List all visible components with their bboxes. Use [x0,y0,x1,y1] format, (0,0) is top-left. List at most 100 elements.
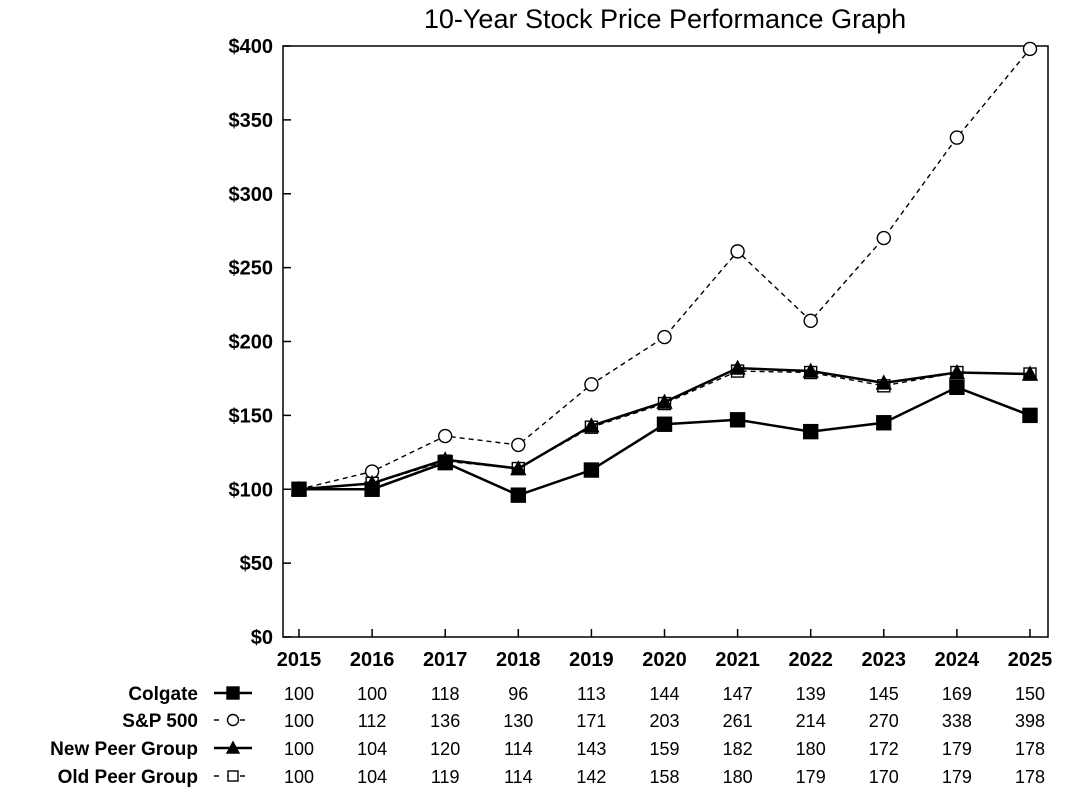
point-filled-square [876,415,892,431]
x-tick-label: 2015 [277,649,322,671]
table-cell: 100 [284,739,314,759]
table-cell: 145 [869,684,899,704]
point-filled-triangle [802,362,819,378]
table-cell: 180 [796,739,826,759]
legend-label: Old Peer Group [58,767,198,788]
table-cell: 112 [358,711,387,731]
y-tick-label: $100 [229,479,274,501]
y-tick-label: $50 [240,553,273,575]
y-tick-label: $400 [229,36,274,58]
point-open-circle [730,244,745,259]
table-cell: 119 [431,767,460,787]
chart-title: 10-Year Stock Price Performance Graph [424,4,906,34]
x-tick-label: 2017 [423,649,468,671]
table-cell: 139 [796,684,826,704]
point-open-circle [226,713,240,727]
point-filled-triangle [729,359,746,375]
table-row: Colgate 100 100 118 96 113 144 147 139 145 169 150 [128,684,1045,705]
table-cell: 144 [649,684,679,704]
point-filled-triangle [875,374,892,390]
table-cell: 130 [503,711,533,731]
table-cell: 158 [649,767,679,787]
point-filled-triangle [1021,365,1039,381]
point-open-circle [584,377,599,392]
table-cell: 100 [284,767,314,787]
point-open-circle [657,329,672,345]
table-cell: 214 [796,711,826,731]
x-tick-label: 2019 [569,649,614,671]
table-cell: 143 [576,739,606,759]
point-open-circle [438,428,453,444]
table-cell: 172 [869,739,899,759]
table-cell: 169 [942,684,972,704]
point-open-circle [949,130,965,145]
x-tick-label: 2025 [1008,649,1053,671]
table-row: New Peer Group 100 104 120 114 143 159 182 180 17… [50,739,1045,760]
point-filled-square [656,416,673,432]
x-tick-label: 2023 [862,649,907,671]
legend-label: S&P 500 [122,711,198,732]
point-open-circle [876,230,891,246]
table-cell: 114 [504,739,533,759]
table-cell: 171 [576,711,606,731]
x-tick-label: 2022 [788,649,833,671]
point-filled-triangle [948,364,966,380]
table-cell: 104 [357,767,387,787]
series-colgate [291,379,1038,503]
y-tick-label: $0 [251,627,273,649]
table-cell: 261 [723,711,753,731]
point-open-square [227,770,239,782]
point-filled-triangle [225,740,241,754]
table-cell: 147 [723,684,753,704]
point-filled-square [291,481,307,497]
table-cell: 398 [1015,711,1045,731]
table-cell: 338 [942,711,972,731]
point-open-circle [511,437,526,453]
table-cell: 150 [1015,684,1045,704]
x-tick-label: 2021 [715,649,760,671]
table-cell: 100 [357,684,387,704]
point-filled-square [729,412,746,428]
x-tick-label: 2020 [642,649,687,671]
point-filled-square [510,487,526,503]
y-tick-label: $150 [229,405,274,427]
point-open-circle [1022,41,1038,57]
x-tick-label: 2016 [350,649,395,671]
table-cell: 120 [430,739,460,759]
x-tick-label: 2018 [496,649,541,671]
point-filled-square [949,379,965,396]
table-cell: 270 [869,711,899,731]
table-cell: 142 [576,767,606,787]
point-filled-square [583,462,600,478]
point-filled-triangle [583,417,600,433]
table-row: Old Peer Group 100 104 119 114 142 158 180 179 17… [58,767,1045,788]
point-open-circle [803,313,818,329]
table-row: S&P 500 100 112 136 130 171 203 261 214 270 338 398 [122,711,1045,732]
y-tick-label: $350 [229,110,274,132]
table-cell: 170 [869,767,899,787]
table-cell: 159 [649,739,679,759]
y-tick-label: $200 [229,332,274,354]
table-cell: 104 [357,739,387,759]
table-cell: 179 [796,767,826,787]
table-cell: 136 [430,711,460,731]
x-tick-label: 2024 [935,649,980,671]
table-cell: 203 [649,711,679,731]
table-cell: 178 [1015,739,1045,759]
table-cell: 179 [942,739,972,759]
point-filled-square [364,481,380,497]
point-filled-square [1022,407,1038,424]
table-cell: 114 [504,767,533,787]
table-cell: 178 [1015,767,1045,787]
point-filled-square [226,686,240,700]
legend-label: Colgate [128,684,198,705]
table-cell: 113 [577,684,606,704]
table-cell: 182 [723,739,753,759]
table-cell: 180 [723,767,753,787]
point-filled-square [437,454,453,471]
series-line [298,48,1031,490]
table-cell: 179 [942,767,972,787]
y-tick-label: $250 [229,258,274,280]
table-cell: 100 [284,684,314,704]
